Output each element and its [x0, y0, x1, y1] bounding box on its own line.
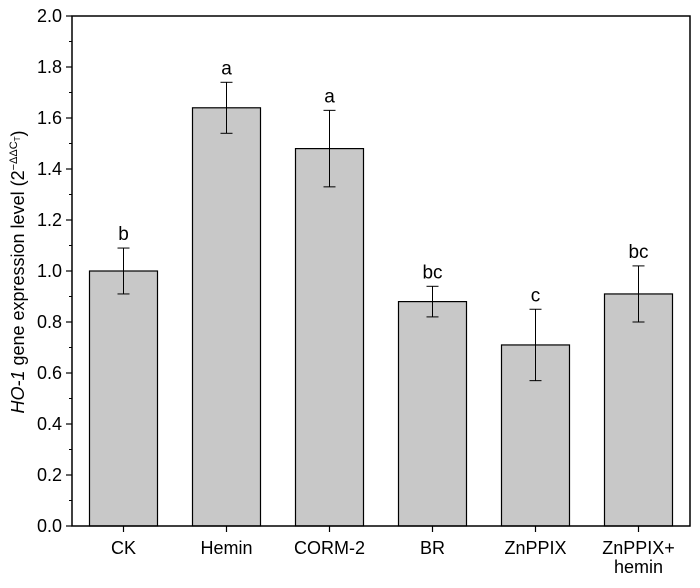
- significance-labels-group: b a a bc c bc: [118, 58, 648, 306]
- x-tick-label-3-0: BR: [420, 538, 445, 558]
- y-tick-label-10: 2.0: [37, 6, 62, 26]
- y-tick-label-2: 0.4: [37, 414, 62, 434]
- x-tick-label-5-1: hemin: [614, 557, 663, 577]
- y-axis-label-text: gene expression level (2: [8, 170, 28, 370]
- error-bar-5: [632, 265, 645, 323]
- significance-label-5: bc: [628, 242, 648, 263]
- y-tick-label-1: 0.2: [37, 465, 62, 485]
- y-tick-label-4: 0.8: [37, 312, 62, 332]
- y-tick-label-7: 1.4: [37, 159, 62, 179]
- y-axis-label-superscript: −ΔΔC: [8, 141, 20, 170]
- error-bar-1: [220, 81, 233, 134]
- y-tick-label-3: 0.6: [37, 363, 62, 383]
- y-tick-label-6: 1.2: [37, 210, 62, 230]
- error-bar-3: [426, 285, 439, 318]
- significance-label-4: c: [531, 285, 541, 306]
- y-axis: 0.0 0.2 0.4 0.6 0.8 1.0 1.2 1.4 1.6 1.8 2.0: [37, 6, 691, 536]
- bar-1: [191, 107, 262, 527]
- error-bar-2: [323, 109, 336, 188]
- x-tick-label-4-0: ZnPPIX: [504, 538, 566, 558]
- error-bar-4: [529, 308, 542, 382]
- y-tick-label-5: 1.0: [37, 261, 62, 281]
- y-tick-label-9: 1.8: [37, 57, 62, 77]
- error-bar-0: [117, 247, 130, 295]
- x-axis: CK Hemin CORM-2 BR ZnPPIX ZnPPIX+hemin: [111, 526, 675, 577]
- y-axis-label-gene: HO-1: [8, 371, 28, 414]
- x-tick-label-1-0: Hemin: [200, 538, 252, 558]
- bar-0: [88, 270, 159, 527]
- significance-label-0: b: [118, 224, 129, 245]
- x-tick-label-0-0: CK: [111, 538, 136, 558]
- y-tick-label-0: 0.0: [37, 516, 62, 536]
- significance-label-3: bc: [422, 262, 442, 283]
- significance-label-1: a: [221, 58, 232, 79]
- significance-label-2: a: [324, 86, 335, 107]
- y-axis-label: HO-1 gene expression level (2−ΔΔCT): [8, 130, 28, 413]
- error-bars-group: [117, 81, 645, 382]
- y-axis-label-close: ): [8, 130, 28, 136]
- plot-frame: [71, 15, 691, 527]
- bar-5: [603, 293, 674, 527]
- bars-group: [88, 107, 674, 527]
- bar-3: [397, 301, 468, 527]
- x-tick-label-2-0: CORM-2: [294, 538, 365, 558]
- bar-2: [294, 148, 365, 527]
- x-tick-label-5-0: ZnPPIX+: [602, 538, 675, 558]
- y-axis-label-subscript: T: [13, 136, 22, 141]
- y-tick-label-8: 1.6: [37, 108, 62, 128]
